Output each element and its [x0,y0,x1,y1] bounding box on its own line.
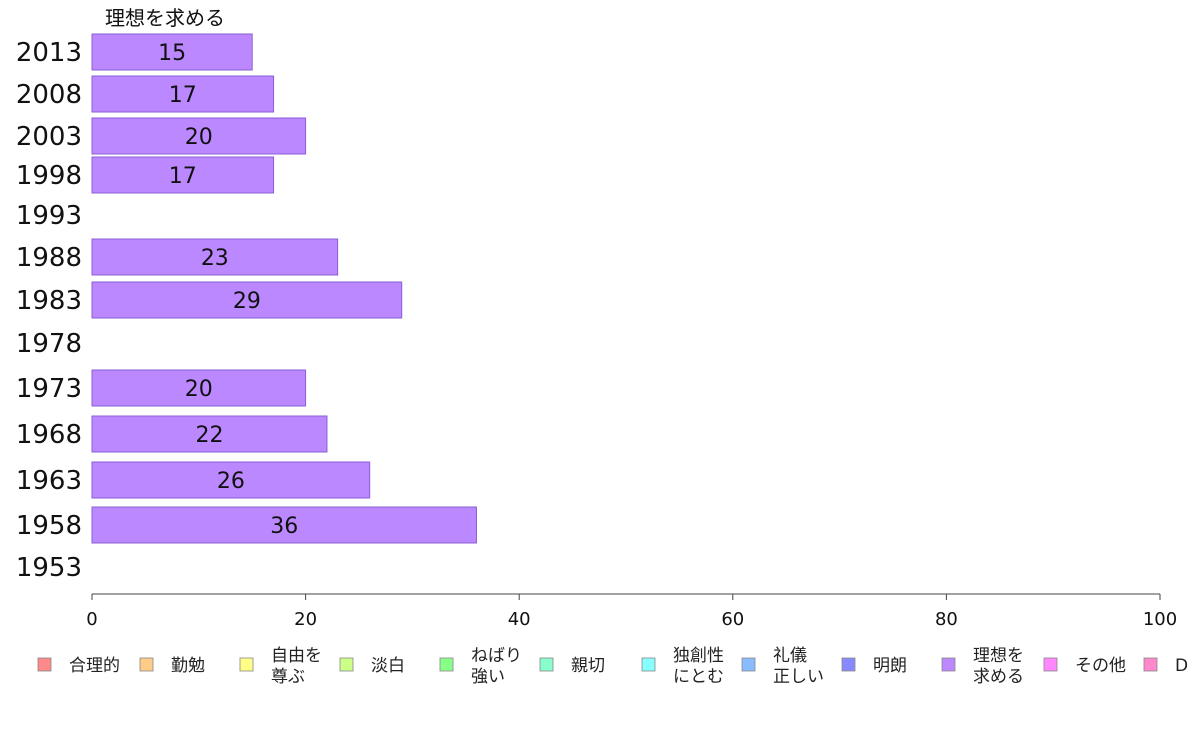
x-tick-label: 20 [294,609,317,630]
bar-value-label-2008: 17 [169,83,197,108]
bar-value-label-1973: 20 [185,377,213,402]
legend-item-label: 淡白 [371,656,405,676]
legend-swatch [139,657,154,672]
legend-swatch [539,657,554,672]
bar-value-label-1963: 26 [217,469,245,494]
category-label-1988: 1988 [16,243,82,273]
bar-1983 [91,281,403,319]
legend-swatch [1143,657,1158,672]
bar-1958 [91,506,477,544]
category-label-1963: 1963 [16,466,82,496]
legend-swatch [1043,657,1058,672]
bar-value-label-1988: 23 [201,246,229,271]
x-tick-label: 60 [721,609,744,630]
bars-group: 2013 15 2008 17 2003 20 1998 17 1993 1988 23 1983 29… [16,33,477,583]
legend-swatch [641,657,656,672]
bar-value-label-2003: 20 [185,125,213,150]
category-label-2003: 2003 [16,122,82,152]
legend-swatch [239,657,254,672]
category-label-2013: 2013 [16,38,82,68]
legend-item-label: 勤勉 [171,656,205,676]
x-tick-label: 40 [508,609,531,630]
legend-item-label: 明朗 [873,656,907,676]
x-tick-label: 80 [935,609,958,630]
legend-item-label: 自由を尊ぶ [271,646,322,687]
legend-swatch [37,657,52,672]
bar-2013 [91,33,253,71]
legend-swatch [339,657,354,672]
legend-item-label: 礼儀正しい [773,646,824,687]
x-axis: 0 20 40 60 80 100 [86,593,1177,630]
legend-item-label: 親切 [571,656,605,676]
legend-item-label: 独創性にとむ [673,646,724,687]
category-label-1968: 1968 [16,420,82,450]
category-label-1993: 1993 [16,201,82,231]
bar-1998 [91,156,275,194]
bar-value-label-1983: 29 [233,289,261,314]
legend-item-label: 理想を求める [973,646,1024,687]
x-tick-label: 0 [86,609,97,630]
category-label-2008: 2008 [16,80,82,110]
bar-1968 [91,415,328,453]
legend-item-label: 合理的 [69,656,120,676]
legend-swatch [941,657,956,672]
category-label-1983: 1983 [16,286,82,316]
bar-1963 [91,461,371,499]
legend-swatch [741,657,756,672]
legend-swatch [841,657,856,672]
legend-item-label: D [1175,656,1188,676]
legend-swatch [439,657,454,672]
bar-value-label-1998: 17 [169,164,197,189]
legend-item-label: その他 [1075,656,1126,676]
category-label-1973: 1973 [16,374,82,404]
bar-value-label-1968: 22 [195,423,223,448]
legend-item-label: ねばり強い [471,646,522,687]
category-label-1978: 1978 [16,329,82,359]
bar-value-label-2013: 15 [158,41,186,66]
bar-2003 [91,117,307,155]
bar-value-label-1958: 36 [270,514,298,539]
bar-1973 [91,369,307,407]
category-label-1958: 1958 [16,511,82,541]
chart-title: 理想を求める [105,6,225,30]
x-tick-label: 100 [1143,609,1177,630]
category-label-1998: 1998 [16,161,82,191]
bar-1988 [91,238,339,276]
legend: 合理的 勤勉 自由を尊ぶ 淡白 ねばり強い 親切 独創性にとむ 礼儀正しい 明朗 理想を求める その… [37,646,1188,687]
bar-2008 [91,75,275,113]
category-label-1953: 1953 [16,553,82,583]
